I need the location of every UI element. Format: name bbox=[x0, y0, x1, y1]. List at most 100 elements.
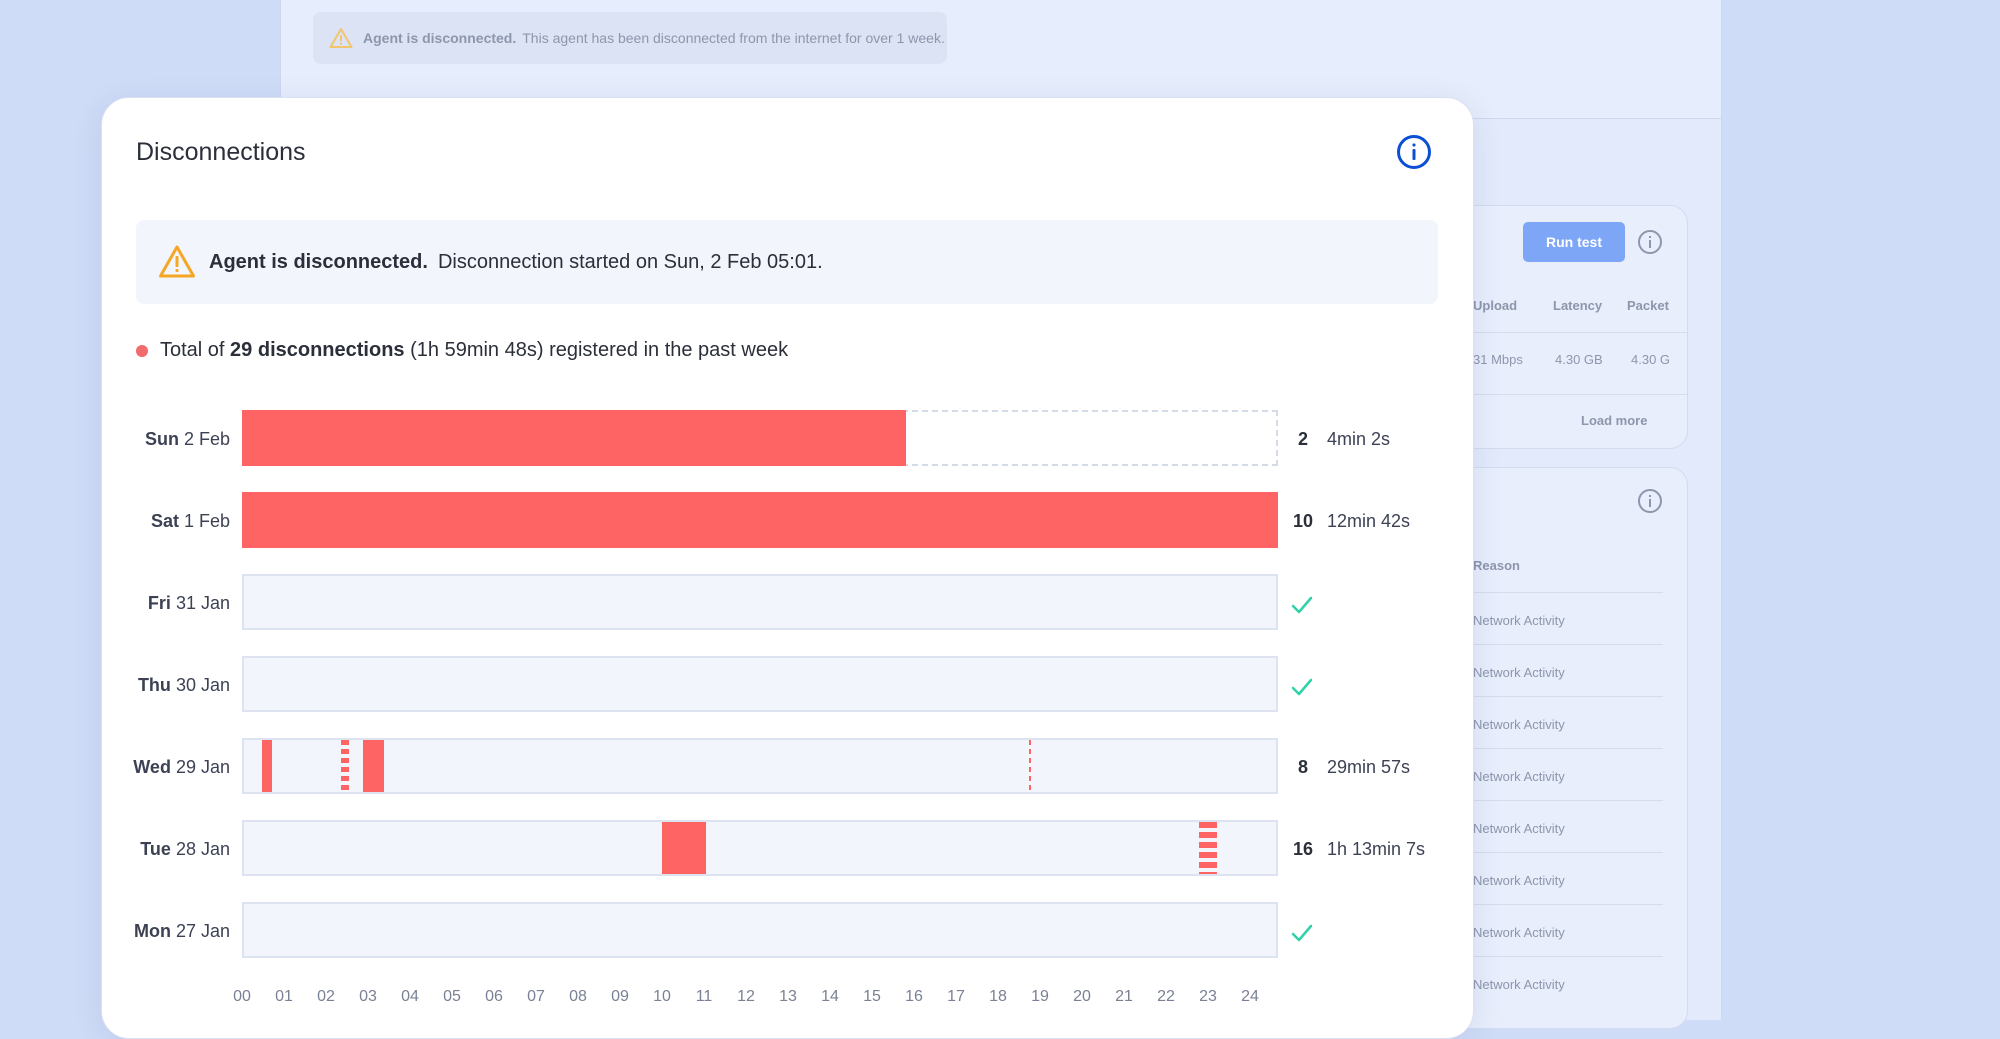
latency-value: 4.30 GB bbox=[1555, 352, 1603, 367]
column-header-upload: Upload bbox=[1473, 298, 1518, 313]
disconnection-summary: Total of 29 disconnections (1h 59min 48s… bbox=[136, 339, 788, 362]
info-icon[interactable] bbox=[1637, 229, 1663, 255]
info-icon[interactable] bbox=[1396, 134, 1432, 170]
divider bbox=[1473, 332, 1687, 333]
day-timeline-fri[interactable] bbox=[242, 574, 1278, 630]
disconnection-segment bbox=[244, 494, 1276, 546]
day-name: Tue bbox=[140, 839, 171, 859]
disconnection-count: 16 bbox=[1293, 839, 1314, 859]
day-date: 1 Feb bbox=[183, 511, 230, 531]
summary-prefix: Total of bbox=[160, 339, 225, 361]
hour-tick: 18 bbox=[989, 988, 1007, 1005]
hour-tick: 12 bbox=[737, 988, 755, 1005]
info-icon[interactable] bbox=[1637, 488, 1663, 514]
background-header: Agent is disconnected. This agent has be… bbox=[281, 0, 1721, 81]
alert-title: Agent is disconnected. bbox=[209, 250, 428, 273]
day-label: Sat 1 Feb bbox=[102, 511, 230, 532]
day-date: 2 Feb bbox=[183, 429, 230, 449]
disconnection-count: 2 bbox=[1298, 429, 1309, 449]
disconnection-count: 10 bbox=[1293, 511, 1314, 531]
hour-tick: 21 bbox=[1115, 988, 1133, 1005]
day-name: Mon bbox=[133, 921, 171, 941]
divider bbox=[1473, 852, 1663, 853]
column-header-latency: Latency bbox=[1553, 298, 1603, 313]
warning-icon bbox=[158, 244, 196, 280]
hour-tick: 09 bbox=[611, 988, 629, 1005]
reason-cell: Network Activity bbox=[1473, 717, 1565, 732]
disconnection-segment bbox=[1029, 740, 1031, 792]
day-timeline-thu[interactable] bbox=[242, 656, 1278, 712]
day-timeline-sun[interactable] bbox=[242, 410, 1278, 466]
disconnection-count: 8 bbox=[1298, 757, 1309, 777]
day-timeline-wed[interactable] bbox=[242, 738, 1278, 794]
hour-tick: 24 bbox=[1241, 988, 1259, 1005]
disconnection-segment bbox=[1199, 822, 1217, 874]
hour-tick: 15 bbox=[863, 988, 881, 1005]
day-name: Sun bbox=[144, 429, 179, 449]
background-alert-text: This agent has been disconnected from th… bbox=[522, 30, 945, 46]
divider bbox=[1473, 956, 1663, 957]
hour-tick: 00 bbox=[233, 988, 251, 1005]
disconnection-duration: 4min 2s bbox=[1327, 429, 1391, 449]
disconnection-segment bbox=[662, 822, 706, 874]
day-label: Wed 29 Jan bbox=[102, 757, 230, 778]
day-label: Fri 31 Jan bbox=[102, 593, 230, 614]
summary-suffix: registered in the past week bbox=[549, 339, 789, 361]
reason-cell: Network Activity bbox=[1473, 613, 1565, 628]
warning-icon bbox=[329, 27, 353, 49]
day-name: Fri bbox=[147, 593, 171, 613]
divider bbox=[1473, 592, 1663, 593]
day-label: Tue 28 Jan bbox=[102, 839, 230, 860]
day-name: Sat bbox=[150, 511, 179, 531]
disconnection-duration: 1h 13min 7s bbox=[1327, 839, 1426, 859]
status-dot bbox=[136, 344, 148, 357]
day-date: 27 Jan bbox=[175, 921, 230, 941]
divider bbox=[1473, 748, 1663, 749]
reason-cell: Network Activity bbox=[1473, 925, 1565, 940]
summary-count: 29 disconnections bbox=[230, 339, 405, 361]
load-more-link[interactable]: Load more bbox=[1581, 413, 1648, 428]
alert-text: Disconnection started on Sun, 2 Feb 05:0… bbox=[437, 250, 823, 273]
hour-tick: 06 bbox=[485, 988, 503, 1005]
disconnection-segment bbox=[262, 740, 272, 792]
reason-cell: Network Activity bbox=[1473, 665, 1565, 680]
background-disconnected-alert: Agent is disconnected. This agent has be… bbox=[313, 12, 947, 64]
hour-tick: 11 bbox=[695, 988, 713, 1005]
day-name: Thu bbox=[137, 675, 171, 695]
disconnections-modal: Disconnections Agent is disconnected. Di… bbox=[101, 97, 1474, 1039]
day-timeline-sat[interactable] bbox=[242, 492, 1278, 548]
disconnection-duration: 29min 57s bbox=[1327, 757, 1411, 777]
background-reason-card: Reason Network Activity Network Activity… bbox=[1440, 467, 1688, 1029]
divider bbox=[1473, 696, 1663, 697]
hour-tick: 13 bbox=[779, 988, 797, 1005]
check-icon bbox=[1291, 596, 1313, 614]
background-speed-card: Run test Upload Latency Packet 31 Mbps 4… bbox=[1440, 205, 1688, 449]
reason-cell: Network Activity bbox=[1473, 977, 1565, 992]
hour-tick: 07 bbox=[527, 988, 545, 1005]
disconnection-segment bbox=[242, 410, 906, 466]
hour-tick: 01 bbox=[275, 988, 293, 1005]
hour-tick: 22 bbox=[1157, 988, 1175, 1005]
day-timeline-mon[interactable] bbox=[242, 902, 1278, 958]
hour-tick: 02 bbox=[317, 988, 335, 1005]
background-alert-title: Agent is disconnected. bbox=[363, 30, 517, 46]
modal-title: Disconnections bbox=[136, 138, 306, 166]
divider bbox=[1473, 800, 1663, 801]
day-date: 30 Jan bbox=[175, 675, 230, 695]
divider bbox=[1473, 904, 1663, 905]
run-test-button[interactable]: Run test bbox=[1523, 222, 1625, 262]
disconnection-duration: 12min 42s bbox=[1327, 511, 1411, 531]
day-timeline-tue[interactable] bbox=[242, 820, 1278, 876]
day-name: Wed bbox=[133, 757, 171, 777]
reason-cell: Network Activity bbox=[1473, 769, 1565, 784]
column-header-packet: Packet bbox=[1627, 298, 1669, 313]
hour-tick: 10 bbox=[653, 988, 671, 1005]
divider bbox=[1473, 394, 1687, 395]
day-date: 31 Jan bbox=[175, 593, 230, 613]
hour-tick: 04 bbox=[401, 988, 419, 1005]
disconnected-alert: Agent is disconnected. Disconnection sta… bbox=[136, 220, 1438, 304]
hour-tick: 23 bbox=[1199, 988, 1217, 1005]
hour-tick: 03 bbox=[359, 988, 377, 1005]
reason-cell: Network Activity bbox=[1473, 873, 1565, 888]
hour-tick: 08 bbox=[569, 988, 587, 1005]
